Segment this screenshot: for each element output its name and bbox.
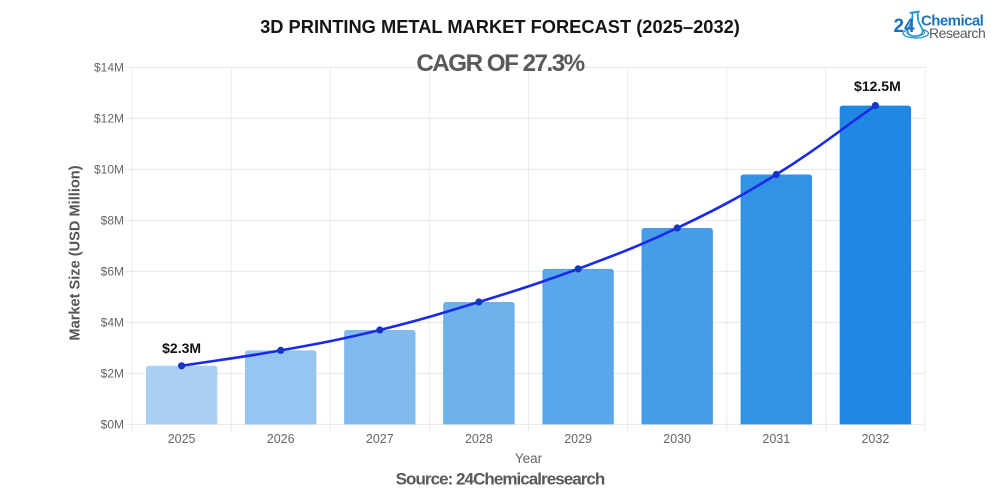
svg-text:$8M: $8M [101, 213, 124, 227]
svg-text:$6M: $6M [101, 264, 124, 278]
svg-text:$14M: $14M [94, 60, 124, 74]
svg-text:3D PRINTING METAL MARKET FOREC: 3D PRINTING METAL MARKET FORECAST (2025–… [260, 16, 740, 37]
svg-text:Chemical: Chemical [921, 13, 984, 30]
svg-text:2026: 2026 [267, 432, 295, 446]
svg-text:$4M: $4M [101, 315, 124, 329]
svg-text:$2M: $2M [101, 366, 124, 380]
svg-text:2032: 2032 [861, 432, 889, 446]
svg-text:Year: Year [515, 451, 543, 466]
svg-text:Research: Research [929, 25, 985, 41]
svg-text:2025: 2025 [168, 432, 196, 446]
svg-text:CAGR OF 27.3%: CAGR OF 27.3% [416, 50, 584, 77]
svg-text:2028: 2028 [465, 432, 493, 446]
svg-text:2031: 2031 [762, 432, 790, 446]
svg-text:2030: 2030 [663, 432, 691, 446]
svg-text:2029: 2029 [564, 432, 592, 446]
svg-text:$2.3M: $2.3M [162, 340, 201, 356]
svg-text:2027: 2027 [366, 432, 394, 446]
svg-text:Source: 24Chemicalresearch: Source: 24Chemicalresearch [396, 470, 605, 489]
svg-text:$12.5M: $12.5M [854, 78, 901, 94]
svg-text:Market Size (USD Million): Market Size (USD Million) [68, 165, 84, 340]
svg-text:$12M: $12M [94, 111, 124, 125]
svg-text:$0M: $0M [101, 417, 124, 431]
svg-text:24: 24 [894, 16, 916, 37]
svg-text:$10M: $10M [94, 162, 124, 176]
